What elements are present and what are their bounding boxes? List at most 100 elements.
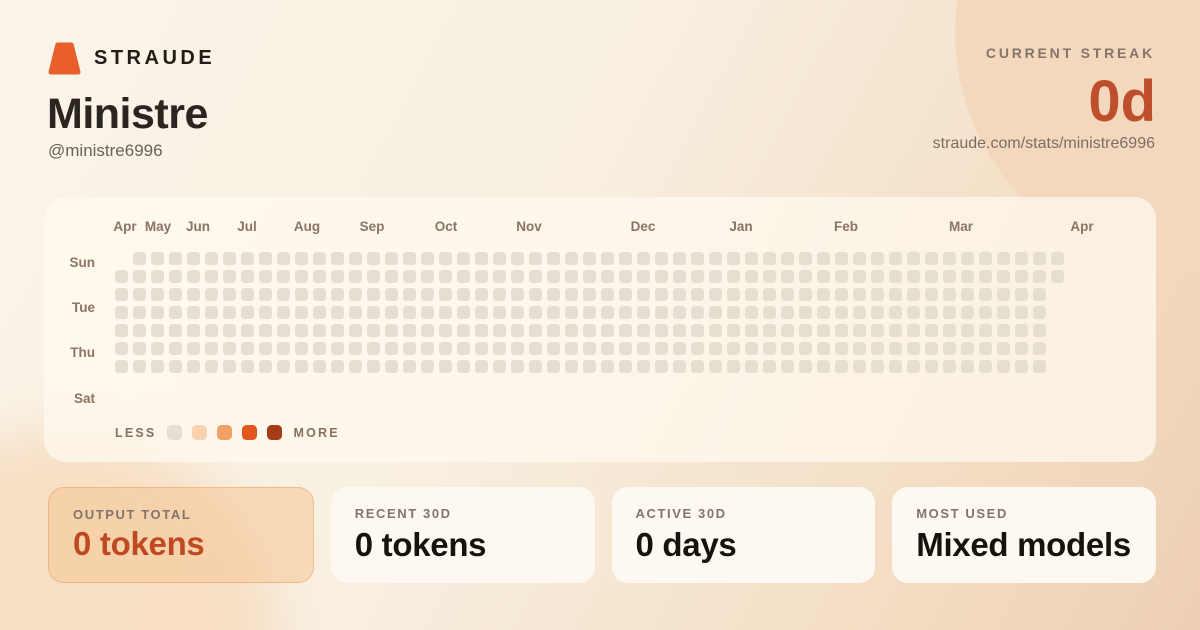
heatmap-cell <box>385 252 398 265</box>
legend-swatches <box>167 425 283 440</box>
heatmap-cell <box>961 270 974 283</box>
month-label: May <box>144 219 172 234</box>
heatmap-cell <box>817 306 830 319</box>
heatmap-cell <box>511 306 524 319</box>
heatmap-cell <box>601 306 614 319</box>
current-streak-value: 0d <box>1088 69 1156 134</box>
heatmap-cell <box>223 288 236 301</box>
heatmap-cell <box>799 270 812 283</box>
heatmap-cell <box>349 324 362 337</box>
heatmap-cell <box>997 270 1010 283</box>
stat-card-active-30d: ACTIVE 30D 0 days <box>611 487 876 583</box>
heatmap-cell <box>889 324 902 337</box>
heatmap-cell <box>745 342 758 355</box>
heatmap-cell <box>259 342 272 355</box>
heatmap-cell <box>331 270 344 283</box>
heatmap-cell <box>889 270 902 283</box>
heatmap-cell <box>403 342 416 355</box>
heatmap-cell <box>727 252 740 265</box>
heatmap-cell <box>475 288 488 301</box>
heatmap-cell <box>601 270 614 283</box>
heatmap-cell <box>133 324 146 337</box>
heatmap-cell <box>871 360 884 373</box>
heatmap-cell <box>601 360 614 373</box>
heatmap-cell <box>817 342 830 355</box>
heatmap-cell <box>907 360 920 373</box>
heatmap-cell <box>691 288 704 301</box>
heatmap-cell <box>745 288 758 301</box>
stat-value: 0 days <box>635 526 737 563</box>
heatmap-cell <box>529 288 542 301</box>
heatmap-cell <box>799 324 812 337</box>
heatmap-cell <box>763 270 776 283</box>
heatmap-cell <box>907 342 920 355</box>
heatmap-cell <box>295 306 308 319</box>
heatmap-cell <box>547 306 560 319</box>
heatmap-cell <box>187 306 200 319</box>
heatmap-cell <box>835 288 848 301</box>
heatmap-cell <box>727 342 740 355</box>
month-label: Oct <box>434 219 458 234</box>
heatmap-cell <box>889 252 902 265</box>
heatmap-cell <box>241 360 254 373</box>
heatmap-cell <box>331 306 344 319</box>
heatmap-cell <box>979 288 992 301</box>
heatmap-cell <box>745 306 758 319</box>
heatmap-cell <box>457 288 470 301</box>
heatmap-cell <box>403 324 416 337</box>
legend-swatch <box>192 425 208 440</box>
heatmap-cell <box>349 270 362 283</box>
heatmap-cell <box>187 342 200 355</box>
heatmap-cell <box>943 324 956 337</box>
heatmap-cell <box>313 324 326 337</box>
heatmap-cell <box>421 288 434 301</box>
heatmap-cell <box>493 270 506 283</box>
heatmap-cell <box>385 360 398 373</box>
heatmap-cell <box>601 252 614 265</box>
heatmap-cell <box>583 270 596 283</box>
heatmap-cell <box>691 270 704 283</box>
heatmap-cell <box>277 342 290 355</box>
heatmap-cell <box>313 288 326 301</box>
heatmap-cell <box>295 342 308 355</box>
heatmap-cell <box>133 306 146 319</box>
heatmap-cell <box>1051 252 1064 265</box>
heatmap-cell <box>331 288 344 301</box>
heatmap-cell <box>655 270 668 283</box>
heatmap-cell <box>313 252 326 265</box>
heatmap-cell <box>205 324 218 337</box>
heatmap-cell <box>133 360 146 373</box>
heatmap-cell <box>979 324 992 337</box>
heatmap-cell <box>925 360 938 373</box>
heatmap-cell <box>673 270 686 283</box>
heatmap-cell <box>277 306 290 319</box>
legend-swatch <box>242 425 258 440</box>
heatmap-cell <box>961 306 974 319</box>
heatmap-cell <box>637 360 650 373</box>
heatmap-cell <box>565 270 578 283</box>
stat-label: ACTIVE 30D <box>635 506 727 521</box>
heatmap-cell <box>169 360 182 373</box>
heatmap-cell <box>547 324 560 337</box>
heatmap-cell <box>295 252 308 265</box>
heatmap-cell <box>169 270 182 283</box>
heatmap-cell <box>619 252 632 265</box>
heatmap-cell <box>817 324 830 337</box>
heatmap-cell <box>385 324 398 337</box>
heatmap-cell <box>295 270 308 283</box>
heatmap-cell <box>583 324 596 337</box>
heatmap-cell <box>799 360 812 373</box>
heatmap-cell <box>799 342 812 355</box>
heatmap-cell <box>655 342 668 355</box>
heatmap-cell <box>943 360 956 373</box>
heatmap-cell <box>367 270 380 283</box>
heatmap-cell <box>691 252 704 265</box>
heatmap-cell <box>1015 306 1028 319</box>
heatmap-cell <box>439 342 452 355</box>
heatmap-cell <box>565 306 578 319</box>
heatmap-cell <box>691 342 704 355</box>
heatmap-cell <box>961 324 974 337</box>
heatmap-cell <box>1015 270 1028 283</box>
heatmap-cell <box>511 342 524 355</box>
heatmap-cell <box>241 324 254 337</box>
